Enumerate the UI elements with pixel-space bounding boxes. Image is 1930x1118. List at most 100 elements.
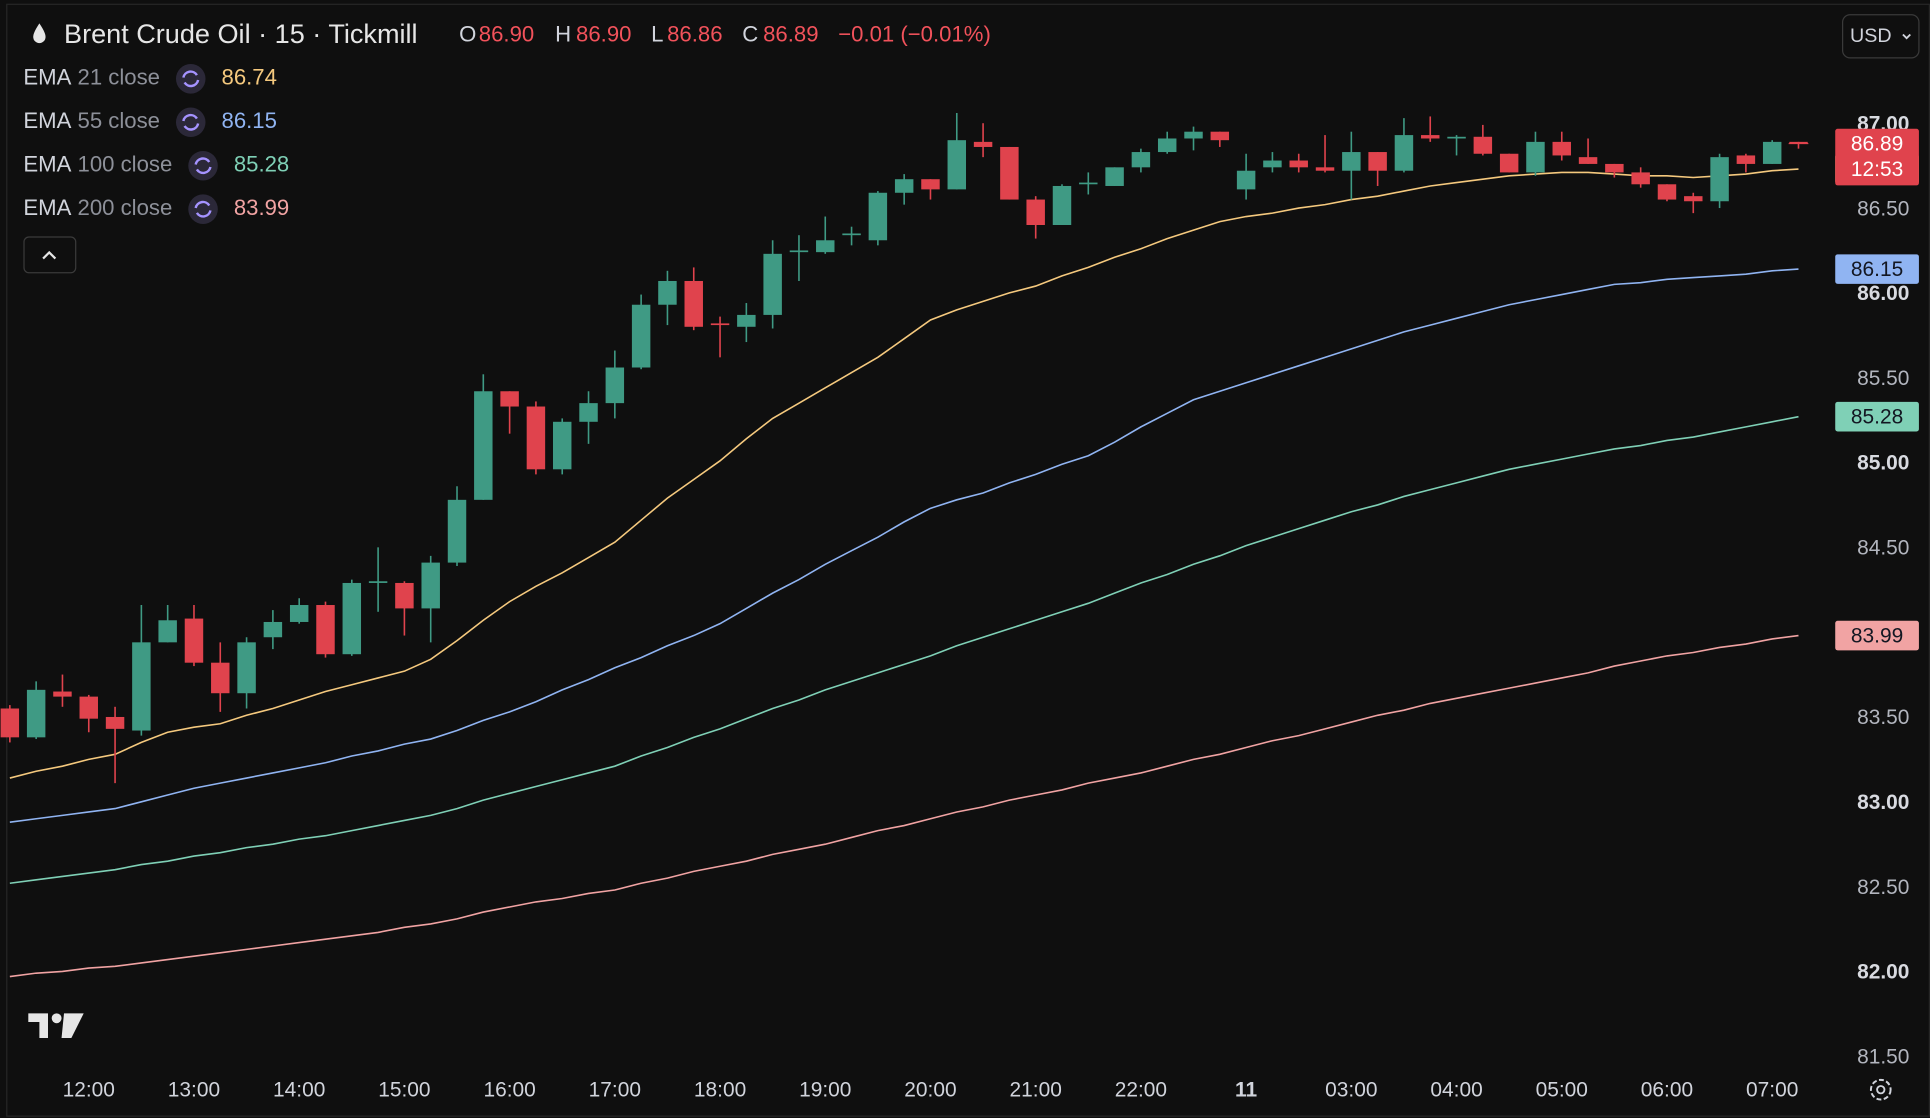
logo-shape xyxy=(61,1013,84,1038)
legend-value: 83.99 xyxy=(234,195,289,220)
candle-body xyxy=(526,406,546,470)
y-tick-label: 84.50 xyxy=(1857,537,1909,560)
legend-name: EMA xyxy=(23,65,71,90)
legend-name: EMA xyxy=(23,108,71,133)
candle-body xyxy=(1210,131,1230,141)
ohlc-value: 86.89 xyxy=(763,22,818,47)
collapse-caret[interactable] xyxy=(42,250,57,260)
candle-body xyxy=(1789,141,1808,144)
ohlc-key: H xyxy=(555,22,571,47)
candle-body xyxy=(947,140,967,190)
candle-body xyxy=(1026,199,1045,226)
ema-line xyxy=(9,268,1799,823)
legend-name: EMA xyxy=(23,195,71,220)
legend-icon-arrows xyxy=(182,70,200,88)
candle-body xyxy=(500,391,519,407)
collapse-button[interactable] xyxy=(23,236,77,274)
x-tick-label: 11 xyxy=(1235,1078,1257,1101)
ohlc-value: 86.86 xyxy=(667,22,722,47)
ohlc-value: 86.90 xyxy=(576,22,631,47)
currency-label[interactable]: USD xyxy=(1850,25,1892,47)
candle-body xyxy=(552,421,572,470)
ohlc-key: L xyxy=(651,22,663,47)
logo-dot xyxy=(51,1013,62,1024)
y-tick-label: 86.00 xyxy=(1857,282,1909,305)
candle-body xyxy=(605,367,625,404)
candle-body xyxy=(1657,184,1677,200)
candle-body xyxy=(1578,157,1598,164)
settings-gear[interactable] xyxy=(1869,1078,1892,1101)
last-price-label: 86.89 xyxy=(1851,132,1903,155)
x-tick-label: 13:00 xyxy=(168,1078,220,1101)
candle-body xyxy=(1499,153,1519,173)
legend-inputs: 21 close xyxy=(78,65,160,90)
candle-body xyxy=(1315,167,1335,171)
candle-body xyxy=(684,280,703,327)
candle-body xyxy=(921,179,940,190)
candle-body xyxy=(894,179,914,193)
legend-icon-arrows xyxy=(194,200,212,218)
candle-body xyxy=(1631,172,1650,185)
settings-button[interactable] xyxy=(1869,1078,1892,1101)
collapse-box[interactable] xyxy=(23,236,77,274)
y-tick-label: 83.50 xyxy=(1857,706,1909,729)
ema-line xyxy=(9,634,1799,978)
legend-value: 85.28 xyxy=(234,152,289,177)
y-tick-label: 82.50 xyxy=(1857,876,1909,899)
candle-body xyxy=(973,141,993,147)
candle-body xyxy=(1000,146,1019,200)
candle-body xyxy=(26,689,46,738)
frame xyxy=(6,3,1930,1117)
y-tick-label: 83.00 xyxy=(1857,791,1909,814)
x-tick-label: 22:00 xyxy=(1115,1078,1167,1101)
symbol-icon xyxy=(33,23,46,44)
currency-box[interactable] xyxy=(1841,14,1920,59)
currency-caret[interactable] xyxy=(1902,33,1911,40)
candle-body xyxy=(342,582,362,655)
legend-value: 86.15 xyxy=(222,108,277,133)
candle-body xyxy=(842,233,861,236)
y-tick-label: 81.50 xyxy=(1857,1045,1909,1068)
countdown-label: 12:53 xyxy=(1851,158,1903,181)
legend-icon xyxy=(175,107,206,138)
candle-body xyxy=(211,662,230,694)
candle-body xyxy=(1236,170,1256,190)
candle-body xyxy=(658,280,677,305)
candle-body xyxy=(1157,138,1177,153)
candle-body xyxy=(1289,160,1308,168)
ema-line xyxy=(9,415,1799,885)
candle-body xyxy=(79,696,98,719)
candle-body xyxy=(1131,152,1151,168)
price-box xyxy=(1835,401,1919,432)
candle-body xyxy=(1368,152,1387,171)
x-tick-label: 07:00 xyxy=(1746,1078,1798,1101)
ohlc-value: 86.90 xyxy=(479,22,534,47)
candle-body xyxy=(316,605,335,655)
candle-body xyxy=(1184,131,1203,139)
currency-button[interactable]: USD xyxy=(1841,14,1920,59)
price-box-label: 85.28 xyxy=(1851,405,1903,428)
candle-body xyxy=(1710,157,1729,202)
candle-body xyxy=(1473,136,1493,154)
candle-body xyxy=(447,499,467,563)
legend-icon-arrows xyxy=(182,113,200,131)
candle-body xyxy=(1342,152,1361,171)
candle-body xyxy=(132,642,151,731)
settings-center[interactable] xyxy=(1876,1085,1886,1095)
x-tick-label: 20:00 xyxy=(904,1078,956,1101)
y-tick-label: 86.50 xyxy=(1857,197,1909,220)
price-box xyxy=(1835,620,1919,651)
candle-body xyxy=(1736,155,1756,164)
candle-body xyxy=(1526,141,1545,173)
candle-body xyxy=(184,618,204,663)
candle-body xyxy=(631,304,651,368)
candle-body xyxy=(105,716,125,729)
ema-line xyxy=(9,168,1799,779)
candle-body xyxy=(1052,185,1072,226)
y-tick-label: 82.00 xyxy=(1857,961,1909,984)
legend-name: EMA xyxy=(23,152,71,177)
candle-body xyxy=(1552,141,1571,156)
last-price-box xyxy=(1835,128,1919,186)
x-tick-label: 05:00 xyxy=(1536,1078,1588,1101)
